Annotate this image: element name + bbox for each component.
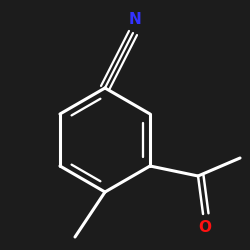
Text: O: O — [198, 220, 211, 236]
Text: N: N — [128, 12, 141, 26]
